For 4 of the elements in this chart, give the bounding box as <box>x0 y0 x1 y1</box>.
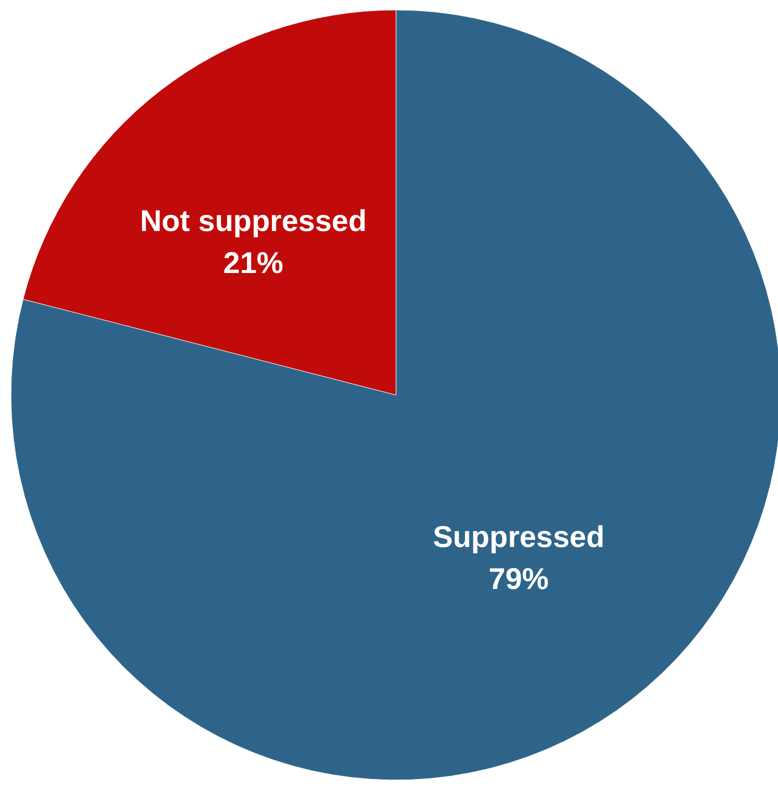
slice-label: Suppressed <box>432 521 605 554</box>
data-label: 21% <box>223 246 284 280</box>
data-label: 79% <box>488 563 549 596</box>
slice-label: Not suppressed <box>140 204 367 238</box>
